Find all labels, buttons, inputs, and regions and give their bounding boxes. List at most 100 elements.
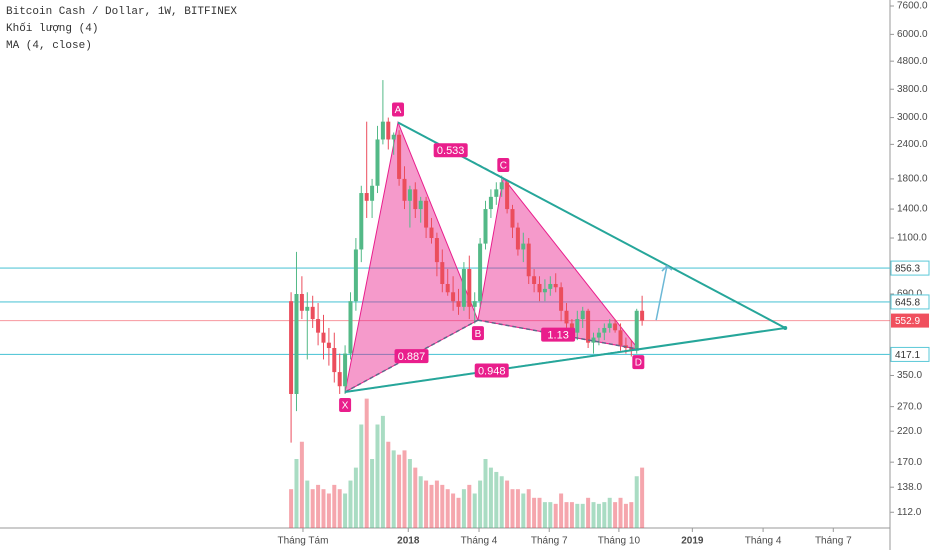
- volume-bar: [375, 424, 380, 528]
- y-tick-label: 1100.0: [897, 233, 927, 244]
- volume-bar: [542, 502, 547, 528]
- candle-body: [580, 310, 585, 320]
- volume-bar: [640, 467, 645, 528]
- candle-body: [613, 323, 618, 331]
- volume-bar: [526, 489, 531, 528]
- volume-label: Khối lượng (4): [6, 22, 98, 35]
- chart-title: Bitcoin Cash / Dollar, 1W, BITFINEX: [6, 6, 237, 18]
- volume-bar: [402, 450, 407, 528]
- candle-body: [596, 332, 601, 338]
- projection-arrow: [655, 265, 673, 321]
- volume-bar: [515, 489, 520, 528]
- candle-body: [634, 310, 639, 351]
- y-tick-label: 1800.0: [897, 174, 928, 185]
- candle-body: [402, 178, 407, 201]
- x-tick-label: Tháng 7: [815, 536, 852, 547]
- price-tag-box: [890, 260, 930, 276]
- volume-bar: [634, 476, 639, 528]
- volume-bar: [337, 489, 342, 528]
- candle-body: [391, 134, 396, 140]
- candle-body: [478, 243, 483, 302]
- candle-body: [364, 193, 369, 201]
- y-tick-label: 4800.0: [897, 56, 928, 67]
- volume-bar: [553, 503, 558, 528]
- volume-bar: [521, 493, 526, 528]
- candle-body: [505, 182, 510, 210]
- candle-body: [353, 249, 358, 302]
- candle-body: [640, 310, 645, 321]
- price-tag: 552.9: [895, 316, 920, 327]
- candle-body: [553, 283, 558, 288]
- candle-body: [467, 268, 472, 307]
- y-tick-label: 690.0: [897, 289, 922, 300]
- y-tick-label: 6000.0: [897, 29, 928, 40]
- volume-bar: [559, 493, 564, 528]
- candle-body: [494, 189, 499, 197]
- candle-body: [359, 193, 364, 250]
- volume-bar: [575, 503, 580, 528]
- y-tick-label: 3800.0: [897, 84, 928, 95]
- apex-point: [783, 325, 788, 330]
- candle-body: [461, 268, 466, 307]
- x-tick-label: Tháng 7: [531, 536, 568, 547]
- price-tag-box: [891, 313, 929, 328]
- ratio-label: 1.13: [547, 330, 568, 342]
- candle-body: [483, 209, 488, 244]
- volume-bar: [434, 480, 439, 528]
- y-tick-label: 7600.0: [897, 1, 928, 12]
- volume-bar: [299, 441, 304, 528]
- candle-body: [380, 121, 385, 140]
- point-label-box: [392, 102, 405, 117]
- candle-body: [575, 319, 580, 333]
- volume-bar: [391, 450, 396, 528]
- candle-body: [456, 301, 461, 307]
- volume-bar: [586, 497, 591, 528]
- candle-body: [515, 227, 520, 250]
- point-label-box: [471, 326, 484, 341]
- volume-bar: [332, 484, 337, 528]
- ratio-label: 0.533: [437, 145, 465, 157]
- volume-bar: [326, 493, 331, 528]
- candle-body: [607, 323, 612, 328]
- volume-bar: [310, 489, 315, 528]
- ma-label: MA (4, close): [6, 40, 92, 52]
- volume-bar: [602, 502, 607, 528]
- candle-body: [542, 288, 547, 293]
- volume-bar: [494, 471, 499, 528]
- volume-bar: [607, 497, 612, 528]
- price-tag: 645.8: [895, 298, 920, 309]
- volume-bar: [591, 502, 596, 528]
- candle-body: [499, 182, 504, 190]
- candle-body: [548, 283, 553, 289]
- candle-body: [564, 310, 569, 324]
- volume-bar: [505, 480, 510, 528]
- volume-bar: [623, 503, 628, 528]
- candle-body: [407, 189, 412, 201]
- volume-bar: [618, 497, 623, 528]
- candle-body: [348, 301, 353, 354]
- volume-bar: [321, 489, 326, 528]
- candle-body: [440, 262, 445, 284]
- volume-bar: [316, 484, 321, 528]
- volume-bar: [613, 502, 618, 528]
- volume-bar: [348, 480, 353, 528]
- volume-bar: [461, 489, 466, 528]
- candle-body: [289, 301, 294, 394]
- volume-bar: [380, 415, 385, 528]
- candle-body: [526, 243, 531, 277]
- candle-body: [294, 294, 299, 394]
- candle-body: [310, 306, 315, 320]
- candle-body: [472, 301, 477, 307]
- point-label: C: [500, 161, 507, 172]
- candle-body: [429, 227, 434, 239]
- volume-bar: [532, 497, 537, 528]
- x-tick-label: 2018: [397, 536, 420, 547]
- point-label-box: [339, 397, 352, 412]
- candle-body: [434, 238, 439, 263]
- volume-bar: [413, 467, 418, 528]
- volume-bar: [364, 398, 369, 528]
- volume-bar: [407, 459, 412, 528]
- volume-bar: [429, 484, 434, 528]
